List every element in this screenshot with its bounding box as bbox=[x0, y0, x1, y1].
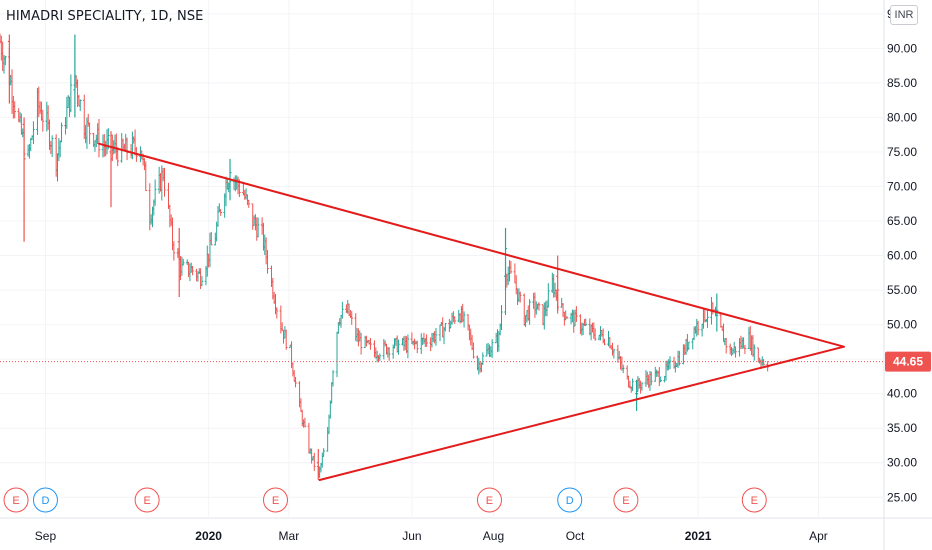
price-tick-label: 30.00 bbox=[887, 456, 917, 470]
chart-title: HIMADRI SPECIALITY, 1D, NSE bbox=[6, 9, 204, 24]
price-tick-label: 50.00 bbox=[887, 318, 917, 332]
time-tick-label: 2020 bbox=[195, 529, 222, 543]
earnings-marker[interactable]: E bbox=[262, 487, 288, 513]
event-marker-circle bbox=[3, 487, 29, 513]
event-marker-label: E bbox=[143, 495, 150, 507]
event-marker-circle bbox=[32, 487, 58, 513]
last-price-badge bbox=[885, 351, 931, 372]
dividend-marker[interactable]: D bbox=[32, 487, 58, 513]
price-tick-label: 90.00 bbox=[887, 41, 917, 55]
time-tick-label: Apr bbox=[809, 529, 828, 543]
currency-button[interactable]: INR bbox=[890, 5, 918, 25]
event-marker-label: E bbox=[12, 495, 19, 507]
price-tick-label: 85.00 bbox=[887, 76, 917, 90]
event-marker-circle bbox=[741, 487, 767, 513]
last-price-label: 44.65 bbox=[893, 355, 923, 369]
earnings-marker[interactable]: E bbox=[134, 487, 160, 513]
event-marker-circle bbox=[613, 487, 639, 513]
trendline-lower bbox=[318, 345, 845, 482]
dividend-marker[interactable]: D bbox=[557, 487, 583, 513]
price-tick-label: 70.00 bbox=[887, 179, 917, 193]
earnings-marker[interactable]: E bbox=[3, 487, 29, 513]
price-tick-label: 35.00 bbox=[887, 421, 917, 435]
event-marker-circle bbox=[262, 487, 288, 513]
event-marker-label: E bbox=[272, 495, 279, 507]
event-marker-label: D bbox=[566, 495, 574, 507]
price-axis[interactable]: 95.0090.0085.0080.0075.0070.0065.0060.00… bbox=[885, 7, 931, 504]
trendline-upper bbox=[97, 142, 845, 348]
price-tick-label: 40.00 bbox=[887, 387, 917, 401]
earnings-marker[interactable]: E bbox=[476, 487, 502, 513]
time-tick-label: Mar bbox=[279, 529, 300, 543]
price-tick-label: 65.00 bbox=[887, 214, 917, 228]
event-marker-label: D bbox=[41, 495, 49, 507]
earnings-marker[interactable]: E bbox=[741, 487, 767, 513]
price-bars bbox=[0, 33, 769, 481]
time-tick-label: 2021 bbox=[685, 529, 712, 543]
event-marker-circle bbox=[557, 487, 583, 513]
event-marker-circle bbox=[134, 487, 160, 513]
time-tick-label: Jun bbox=[402, 529, 421, 543]
price-tick-label: 55.00 bbox=[887, 283, 917, 297]
price-tick-label: 25.00 bbox=[887, 490, 917, 504]
event-marker-label: E bbox=[751, 495, 758, 507]
event-marker-label: E bbox=[622, 495, 629, 507]
time-tick-label: Oct bbox=[566, 529, 585, 543]
price-tick-label: 80.00 bbox=[887, 110, 917, 124]
earnings-marker[interactable]: E bbox=[613, 487, 639, 513]
time-tick-label: Aug bbox=[483, 529, 504, 543]
price-tick-label: 75.00 bbox=[887, 145, 917, 159]
event-marker-label: E bbox=[486, 495, 493, 507]
event-marker-circle bbox=[476, 487, 502, 513]
price-tick-label: 60.00 bbox=[887, 249, 917, 263]
time-axis[interactable]: Sep 2020 Mar Jun Aug Oct 2021 Apr bbox=[35, 529, 828, 543]
time-tick-label: Sep bbox=[35, 529, 57, 543]
triangle-trendlines[interactable] bbox=[97, 142, 845, 482]
